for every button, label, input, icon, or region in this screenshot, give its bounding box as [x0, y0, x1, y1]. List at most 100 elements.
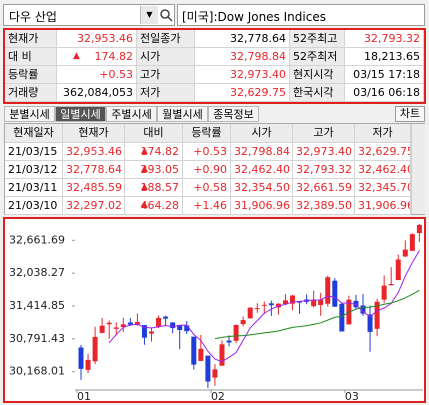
- quote-value: 32,629.75: [195, 84, 290, 102]
- candle-body: [141, 325, 147, 338]
- change-arrow: ▲: [141, 200, 148, 210]
- candle-body: [92, 336, 98, 362]
- quote-label: 전일종가: [137, 30, 195, 48]
- y-tick-label: 32,038.27: [9, 266, 65, 279]
- candle-body: [261, 304, 267, 306]
- quote-panel: 현재가 32,953.46 전일종가 32,778.64 52주최고 32,793.32 대…: [3, 28, 426, 104]
- change-value: 464.28: [140, 199, 180, 212]
- change-value: 174.82: [94, 50, 134, 63]
- search-icon[interactable]: [158, 6, 174, 24]
- grid-header: 현재일자: [5, 124, 63, 143]
- candle-body: [282, 300, 288, 305]
- tab[interactable]: 일별시세: [55, 106, 106, 122]
- change-arrow: ▲: [73, 51, 80, 61]
- candle-body: [184, 325, 190, 332]
- candle-body: [163, 316, 169, 319]
- y-tick-label: 30,168.01: [9, 365, 65, 378]
- quote-label: 현재가: [5, 30, 57, 48]
- quote-value: 32,798.84: [195, 48, 290, 66]
- grid-header: 시가: [231, 124, 293, 143]
- x-tick-label: 01: [77, 390, 91, 401]
- candle-body: [106, 322, 112, 325]
- candle-body: [409, 234, 415, 251]
- candle-body: [120, 324, 126, 328]
- quote-value: 32,973.40: [195, 66, 290, 84]
- grid-value: 32,953.46: [63, 143, 125, 161]
- grid-value: +0.58: [183, 179, 231, 197]
- change-arrow: ▲: [141, 146, 148, 156]
- grid-value: 32,297.02: [63, 197, 125, 215]
- grid-value: 32,485.59: [63, 179, 125, 197]
- candle-body: [198, 348, 204, 361]
- quote-value: 32,953.46: [57, 30, 137, 48]
- quote-value: 362,084,053: [57, 84, 137, 102]
- quote-label: 등락률: [5, 66, 57, 84]
- quote-label: 52주최고: [290, 30, 345, 48]
- grid-value: +0.53: [183, 143, 231, 161]
- symbol-combo[interactable]: 다우 산업 ▼: [3, 4, 175, 26]
- change-arrow: ▲: [141, 164, 148, 174]
- quote-label: 현지시각: [290, 66, 345, 84]
- grid-value: 32,793.32: [293, 161, 355, 179]
- candle-body: [254, 308, 260, 310]
- candle-body: [240, 320, 246, 325]
- tab[interactable]: 월별시세: [157, 106, 208, 122]
- change-value: 174.82: [140, 145, 180, 158]
- grid-value: 32,973.40: [293, 143, 355, 161]
- grid-header: 현재가: [63, 124, 125, 143]
- candle-body: [149, 331, 154, 334]
- grid-value: ▲ 174.82: [125, 143, 183, 161]
- quote-label: 거래량: [5, 84, 57, 102]
- grid-date: 21/03/10: [5, 197, 63, 215]
- grid-header: 대비: [125, 124, 183, 143]
- quote-label: 52주최저: [290, 48, 345, 66]
- tab[interactable]: 종목정보: [208, 106, 259, 122]
- candle-body: [311, 300, 317, 307]
- change-arrow: ▲: [141, 182, 148, 192]
- candle-body: [381, 285, 387, 300]
- candle-body: [318, 299, 324, 305]
- quote-value: +0.53: [57, 66, 137, 84]
- quote-value: 32,778.64: [195, 30, 290, 48]
- change-value: 293.05: [140, 163, 180, 176]
- candle-body: [332, 280, 338, 307]
- y-tick-label: 30,791.43: [9, 332, 65, 345]
- candle-body: [268, 303, 274, 306]
- quote-label: 시가: [137, 48, 195, 66]
- candle-body: [339, 303, 345, 332]
- chart-button[interactable]: 차트: [395, 106, 425, 122]
- market-field: [미국]:Dow Jones Indices: [177, 4, 425, 26]
- tab[interactable]: 분별시세: [4, 106, 55, 122]
- candle-body: [395, 259, 401, 281]
- grid-value: ▲ 464.28: [125, 197, 183, 215]
- grid-value: 32,389.50: [293, 197, 355, 215]
- grid-value: 32,798.84: [231, 143, 293, 161]
- candle-body: [325, 277, 331, 304]
- daily-grid: 현재일자 현재가 대비 등락률 시가 고가 저가 21/03/15 32,953.46 ▲ 174.…: [4, 123, 425, 215]
- candle-body: [416, 224, 422, 234]
- quote-value: 18,213.65: [345, 48, 424, 66]
- quote-value: 32,793.32: [345, 30, 424, 48]
- dropdown-button[interactable]: ▼: [140, 6, 158, 24]
- candle-body: [177, 325, 183, 330]
- y-tick-label: 31,414.85: [9, 299, 65, 312]
- quote-value: 03/16 06:18: [345, 84, 424, 102]
- grid-header: 등락률: [183, 124, 231, 143]
- quote-value: ▲ 174.82: [57, 48, 137, 66]
- tab[interactable]: 주별시세: [106, 106, 157, 122]
- quote-label: 대 비: [5, 48, 57, 66]
- symbol: 다우 산업: [9, 10, 57, 24]
- grid-header: 저가: [355, 124, 411, 143]
- grid-value: 32,462.40: [231, 161, 293, 179]
- candle-body: [127, 322, 133, 325]
- candle-body: [113, 327, 119, 329]
- candle-body: [374, 301, 380, 329]
- candle-body: [360, 305, 366, 314]
- grid-value: +0.90: [183, 161, 231, 179]
- candle-body: [290, 295, 295, 304]
- candle-body: [205, 355, 211, 382]
- candle-body: [85, 359, 91, 370]
- candle-body: [212, 369, 218, 378]
- grid-header: 고가: [293, 124, 355, 143]
